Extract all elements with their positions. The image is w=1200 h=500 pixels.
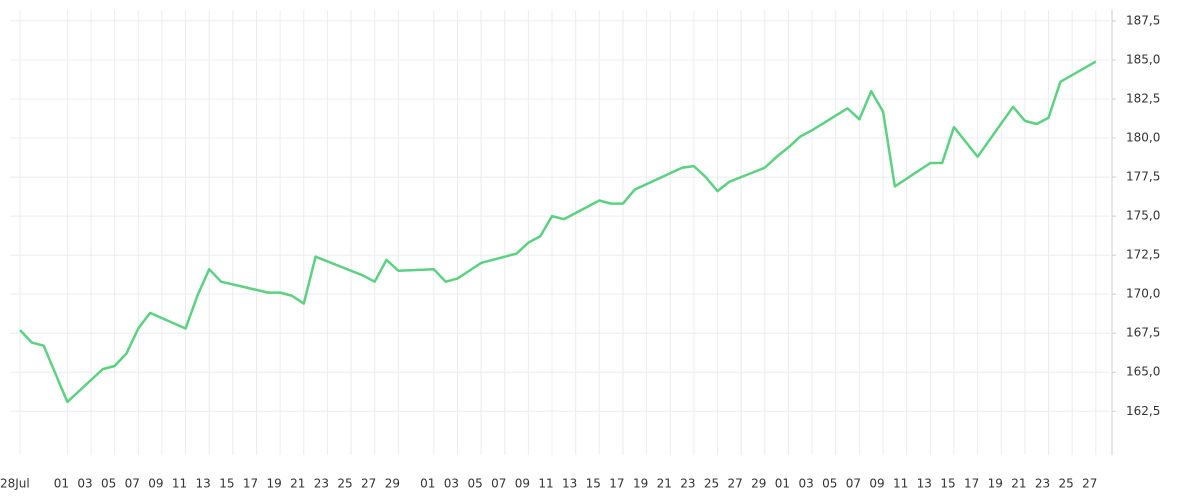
x-tick-label: 13: [196, 477, 211, 491]
x-tick-label: 27: [361, 477, 376, 491]
y-tick-label: 175,0: [1126, 209, 1160, 223]
x-tick-label: 09: [515, 477, 530, 491]
y-tick-label: 182,5: [1126, 92, 1160, 106]
x-tick-label: 19: [633, 477, 648, 491]
x-tick-label: 07: [491, 477, 506, 491]
x-tick-label: 28Jul: [0, 477, 30, 491]
x-tick-label: 11: [893, 477, 908, 491]
x-tick-label: 17: [609, 477, 624, 491]
x-tick-label: 19: [266, 477, 281, 491]
x-tick-label: 29: [751, 477, 766, 491]
y-tick-label: 177,5: [1126, 170, 1160, 184]
y-tick-label: 167,5: [1126, 326, 1160, 340]
x-tick-label: 13: [917, 477, 932, 491]
x-tick-label: 01: [420, 477, 435, 491]
x-tick-label: 13: [562, 477, 577, 491]
x-tick-label: 03: [77, 477, 92, 491]
y-tick-label: 187,5: [1126, 13, 1160, 27]
x-tick-label: 09: [148, 477, 163, 491]
x-tick-label: 19: [988, 477, 1003, 491]
y-tick-label: 185,0: [1126, 52, 1160, 66]
x-tick-label: 15: [586, 477, 601, 491]
y-tick-label: 165,0: [1126, 365, 1160, 379]
x-tick-label: 09: [869, 477, 884, 491]
x-tick-label: 07: [125, 477, 140, 491]
x-tick-label: 25: [337, 477, 352, 491]
x-tick-label: 05: [101, 477, 116, 491]
y-tick-label: 172,5: [1126, 248, 1160, 262]
x-tick-label: 21: [290, 477, 305, 491]
price-line: [19, 60, 1097, 404]
grid: [10, 10, 1110, 455]
x-tick-label: 05: [822, 477, 837, 491]
x-tick-label: 21: [657, 477, 672, 491]
x-tick-label: 23: [1035, 477, 1050, 491]
x-tick-label: 17: [243, 477, 258, 491]
x-tick-label: 11: [172, 477, 187, 491]
x-tick-label: 03: [798, 477, 813, 491]
x-tick-label: 15: [940, 477, 955, 491]
x-tick-label: 23: [314, 477, 329, 491]
x-tick-label: 17: [964, 477, 979, 491]
x-tick-label: 05: [467, 477, 482, 491]
x-tick-label: 25: [704, 477, 719, 491]
x-tick-label: 01: [775, 477, 790, 491]
x-tick-label: 15: [219, 477, 234, 491]
x-tick-label: 27: [728, 477, 743, 491]
x-tick-label: 23: [680, 477, 695, 491]
x-tick-label: 29: [385, 477, 400, 491]
x-tick-label: 11: [538, 477, 553, 491]
x-tick-label: 21: [1011, 477, 1026, 491]
x-tick-label: 07: [846, 477, 861, 491]
x-tick-label: 03: [444, 477, 459, 491]
x-tick-label: 25: [1059, 477, 1074, 491]
x-tick-label: 27: [1082, 477, 1097, 491]
y-tick-label: 180,0: [1126, 131, 1160, 145]
x-tick-label: 01: [54, 477, 69, 491]
y-tick-label: 170,0: [1126, 287, 1160, 301]
y-tick-label: 162,5: [1126, 404, 1160, 418]
